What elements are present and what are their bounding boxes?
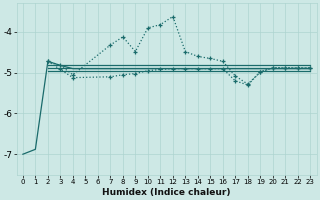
X-axis label: Humidex (Indice chaleur): Humidex (Indice chaleur) <box>102 188 231 197</box>
